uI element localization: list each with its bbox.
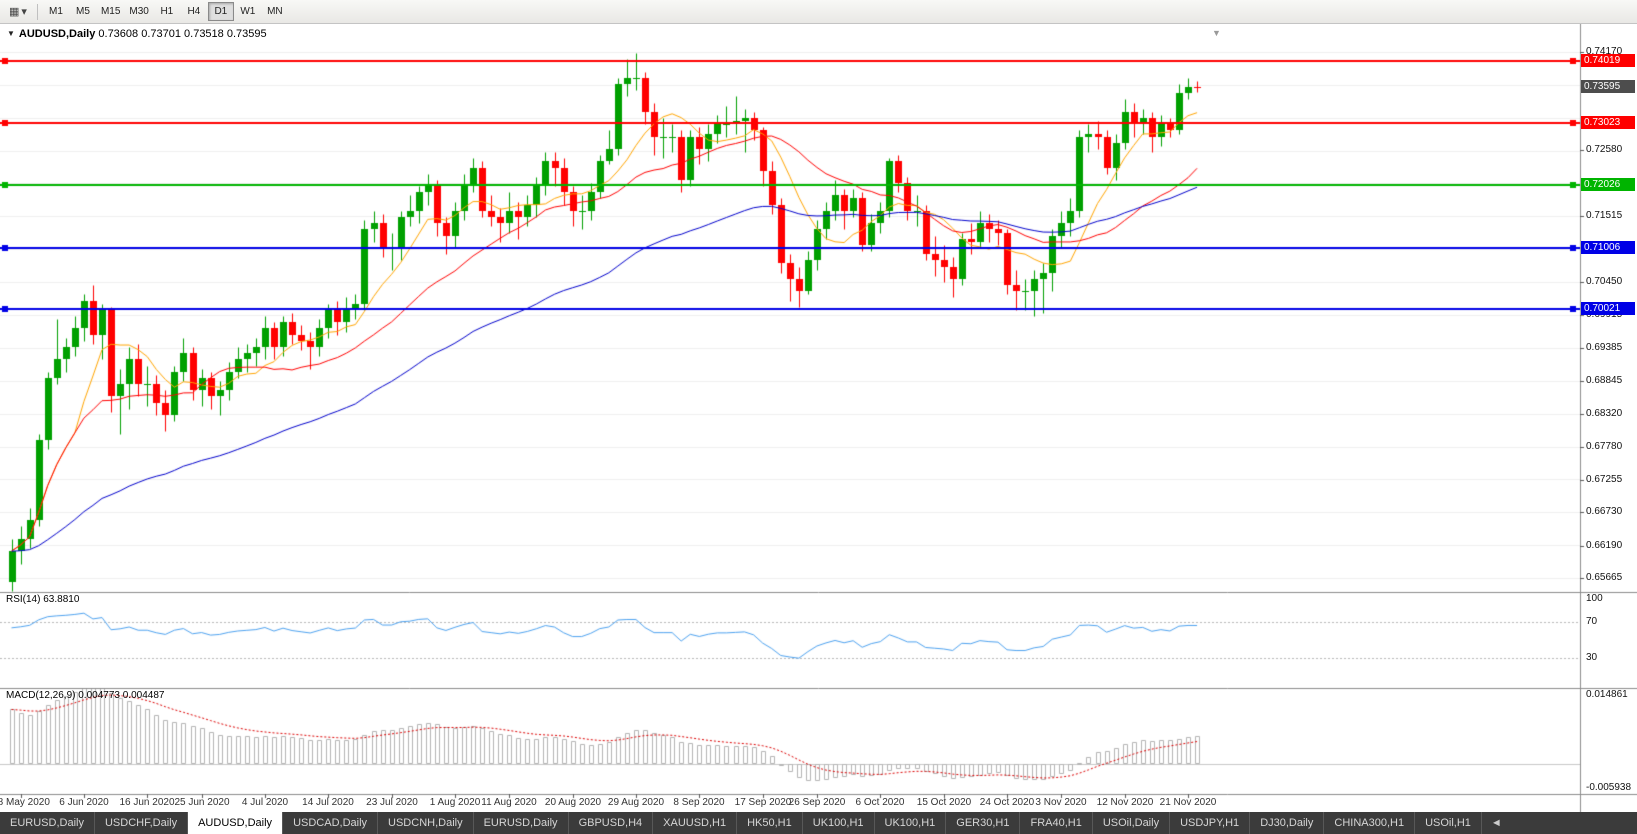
timeframe-buttons: M1 M5 M15 M30 H1 H4 D1 W1 MN bbox=[43, 2, 288, 21]
price-axis-tick: 0.74170 bbox=[1586, 46, 1623, 57]
price-badge: 0.70021 bbox=[1581, 302, 1635, 315]
chart-tab[interactable]: GBPUSD,H4 bbox=[569, 812, 654, 834]
timeframe-toolbar: ▦ ▾ M1 M5 M15 M30 H1 H4 D1 W1 MN bbox=[0, 0, 1637, 24]
timeframe-button-m1[interactable]: M1 bbox=[43, 2, 69, 21]
macd-axis-label: 0.014861 bbox=[1586, 689, 1628, 700]
timeframe-button-mn[interactable]: MN bbox=[262, 2, 288, 21]
date-axis-label: 3 Nov 2020 bbox=[1035, 797, 1087, 808]
timeframe-button-d1[interactable]: D1 bbox=[207, 2, 234, 21]
chart-shift-marker-icon: ▼ bbox=[1212, 28, 1221, 38]
chart-tab[interactable]: UK100,H1 bbox=[803, 812, 875, 834]
date-axis-label: 1 Aug 2020 bbox=[429, 797, 481, 808]
date-axis-label: 6 Oct 2020 bbox=[855, 797, 905, 808]
chart-tab[interactable]: UK100,H1 bbox=[875, 812, 947, 834]
date-axis-label: 15 Oct 2020 bbox=[916, 797, 972, 808]
date-axis-label: 14 Jul 2020 bbox=[302, 797, 354, 808]
price-axis-tick: 0.72580 bbox=[1586, 144, 1623, 155]
chart-window: ▼ AUDUSD,Daily 0.73608 0.73701 0.73518 0.… bbox=[0, 24, 1637, 812]
macd-axis-label: -0.005938 bbox=[1586, 782, 1632, 793]
date-axis-label: 21 Nov 2020 bbox=[1159, 797, 1217, 808]
chart-ohlc-values: 0.73608 0.73701 0.73518 0.73595 bbox=[98, 28, 267, 40]
price-badge: 0.72026 bbox=[1581, 178, 1635, 191]
date-axis-label: 25 Jun 2020 bbox=[174, 797, 230, 808]
chart-grid-icon: ▦ bbox=[9, 6, 20, 18]
timeframe-button-m5[interactable]: M5 bbox=[70, 2, 96, 21]
chart-canvas[interactable] bbox=[0, 24, 1637, 812]
chart-tab[interactable]: HK50,H1 bbox=[737, 812, 803, 834]
chart-tab[interactable]: EURUSD,Daily bbox=[474, 812, 569, 834]
chart-tab[interactable]: USOil,Daily bbox=[1093, 812, 1171, 834]
chart-type-button[interactable]: ▦ ▾ bbox=[4, 2, 32, 22]
date-axis-label: 8 Sep 2020 bbox=[673, 797, 725, 808]
price-axis-tick: 0.67780 bbox=[1586, 441, 1623, 452]
chart-tabs-bar: EURUSD,Daily USDCHF,Daily AUDUSD,Daily USDC… bbox=[0, 812, 1637, 834]
timeframe-button-m15[interactable]: M15 bbox=[97, 2, 124, 21]
rsi-axis-label: 70 bbox=[1586, 616, 1598, 627]
price-badge: 0.74019 bbox=[1581, 54, 1635, 67]
date-axis-label: 29 Aug 2020 bbox=[607, 797, 665, 808]
price-axis-tick: 0.65665 bbox=[1586, 572, 1623, 583]
date-axis-label: 23 Jul 2020 bbox=[366, 797, 418, 808]
tabs-scroll-left-icon[interactable]: ◄ bbox=[1490, 817, 1502, 829]
price-badge: 0.73595 bbox=[1581, 80, 1635, 93]
timeframe-button-m30[interactable]: M30 bbox=[125, 2, 152, 21]
price-axis-tick: 0.66730 bbox=[1586, 506, 1623, 517]
rsi-axis-label: 30 bbox=[1586, 652, 1598, 663]
rsi-axis-label: 100 bbox=[1586, 593, 1603, 604]
chart-tab[interactable]: GER30,H1 bbox=[946, 812, 1021, 834]
date-axis-label: 28 May 2020 bbox=[0, 797, 50, 808]
rsi-indicator-label: RSI(14) 63.8810 bbox=[6, 594, 80, 605]
symbol-dropdown-icon: ▼ bbox=[7, 29, 15, 38]
date-axis-label: 4 Jul 2020 bbox=[241, 797, 289, 808]
price-axis-tick: 0.70450 bbox=[1586, 276, 1623, 287]
timeframe-button-h4[interactable]: H4 bbox=[181, 2, 207, 21]
chart-tab[interactable]: CHINA300,H1 bbox=[1324, 812, 1416, 834]
date-axis-label: 20 Aug 2020 bbox=[544, 797, 602, 808]
price-axis-tick: 0.69385 bbox=[1586, 342, 1623, 353]
chart-symbol-label: AUDUSD,Daily bbox=[18, 28, 96, 40]
chart-tab[interactable]: DJ30,Daily bbox=[1250, 812, 1325, 834]
price-axis-tick: 0.67255 bbox=[1586, 474, 1623, 485]
chart-ohlc-title: ▼ AUDUSD,Daily 0.73608 0.73701 0.73518 0.… bbox=[7, 28, 267, 40]
date-axis-label: 6 Jun 2020 bbox=[59, 797, 109, 808]
timeframe-button-w1[interactable]: W1 bbox=[235, 2, 261, 21]
chart-tab[interactable]: USDJPY,H1 bbox=[1170, 812, 1251, 834]
price-badge: 0.73023 bbox=[1581, 116, 1635, 129]
chart-tab[interactable]: AUDUSD,Daily bbox=[188, 812, 284, 834]
date-axis-label: 24 Oct 2020 bbox=[979, 797, 1035, 808]
chart-tab[interactable]: FRA40,H1 bbox=[1020, 812, 1093, 834]
chart-tab[interactable]: USDCAD,Daily bbox=[283, 812, 379, 834]
chart-tab[interactable]: USDCNH,Daily bbox=[378, 812, 474, 834]
price-axis-tick: 0.68845 bbox=[1586, 375, 1623, 386]
date-axis-label: 11 Aug 2020 bbox=[481, 797, 537, 808]
date-axis-label: 17 Sep 2020 bbox=[734, 797, 792, 808]
date-axis-label: 26 Sep 2020 bbox=[788, 797, 846, 808]
date-axis-label: 12 Nov 2020 bbox=[1096, 797, 1154, 808]
chart-tab[interactable]: USOil,H1 bbox=[1415, 812, 1482, 834]
chart-tab[interactable]: EURUSD,Daily bbox=[0, 812, 95, 834]
chart-tab[interactable]: USDCHF,Daily bbox=[95, 812, 189, 834]
price-axis-tick: 0.71515 bbox=[1586, 210, 1623, 221]
price-axis-tick: 0.68320 bbox=[1586, 408, 1623, 419]
chart-tab[interactable]: XAUUSD,H1 bbox=[653, 812, 738, 834]
timeframe-button-h1[interactable]: H1 bbox=[154, 2, 180, 21]
price-axis-tick: 0.66190 bbox=[1586, 540, 1623, 551]
chevron-down-icon: ▾ bbox=[21, 6, 27, 18]
macd-indicator-label: MACD(12,26,9) 0.004773 0.004487 bbox=[6, 690, 165, 701]
price-badge: 0.71006 bbox=[1581, 241, 1635, 254]
toolbar-separator bbox=[36, 3, 38, 20]
date-axis-label: 16 Jun 2020 bbox=[119, 797, 175, 808]
